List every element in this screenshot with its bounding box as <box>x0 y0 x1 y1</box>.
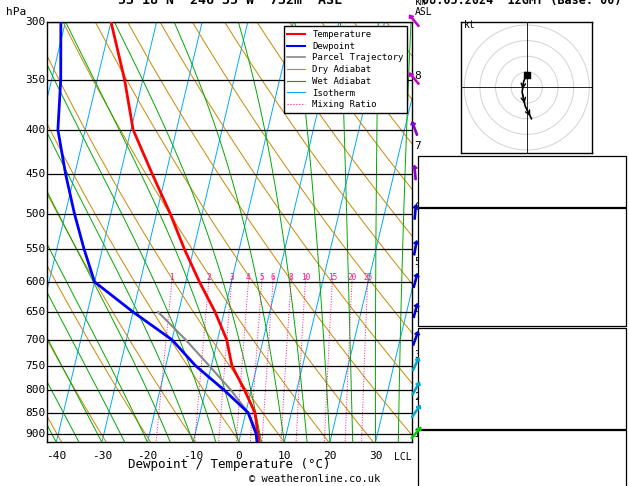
Text: 168: 168 <box>604 467 623 477</box>
Text: 20: 20 <box>323 451 337 461</box>
Text: 0: 0 <box>617 398 623 408</box>
Text: 15: 15 <box>328 273 337 282</box>
Text: kt: kt <box>464 20 476 30</box>
Text: CIN (J): CIN (J) <box>421 312 465 322</box>
Text: Totals Totals: Totals Totals <box>421 176 502 186</box>
Text: 650: 650 <box>604 348 623 358</box>
Text: © weatheronline.co.uk: © weatheronline.co.uk <box>249 473 380 484</box>
Text: 550: 550 <box>25 244 45 254</box>
Text: 1: 1 <box>414 429 421 439</box>
Text: 1: 1 <box>170 273 174 282</box>
Text: 300: 300 <box>25 17 45 27</box>
Text: 450: 450 <box>25 169 45 179</box>
Text: 0: 0 <box>617 414 623 424</box>
Text: 2: 2 <box>206 273 211 282</box>
Text: 900: 900 <box>25 429 45 439</box>
Text: 4: 4 <box>617 381 623 391</box>
Text: 25: 25 <box>363 273 372 282</box>
Legend: Temperature, Dewpoint, Parcel Trajectory, Dry Adiabat, Wet Adiabat, Isotherm, Mi: Temperature, Dewpoint, Parcel Trajectory… <box>284 26 408 113</box>
Text: 8: 8 <box>414 71 421 82</box>
Text: Lifted Index: Lifted Index <box>421 381 496 391</box>
Text: 317: 317 <box>604 364 623 375</box>
Text: 116: 116 <box>604 451 623 461</box>
Text: 08.05.2024  12GMT (Base: 00): 08.05.2024 12GMT (Base: 00) <box>422 0 622 7</box>
Text: -40: -40 <box>46 451 67 461</box>
Text: 30: 30 <box>369 451 382 461</box>
Text: SREH: SREH <box>421 467 446 477</box>
Text: 600: 600 <box>25 277 45 287</box>
Text: θₑ (K): θₑ (K) <box>421 364 459 375</box>
Text: 20: 20 <box>347 273 357 282</box>
Text: 27: 27 <box>611 176 623 186</box>
Text: CAPE (J): CAPE (J) <box>421 295 470 305</box>
Text: 800: 800 <box>25 385 45 395</box>
Text: Temp (°C): Temp (°C) <box>421 229 477 239</box>
Text: 0: 0 <box>235 451 242 461</box>
Text: Mixing Ratio (g/kg): Mixing Ratio (g/kg) <box>431 176 441 288</box>
Text: 3: 3 <box>414 350 421 361</box>
Text: PW (cm): PW (cm) <box>421 192 465 203</box>
Text: Hodograph: Hodograph <box>494 434 550 444</box>
Text: Lifted Index: Lifted Index <box>421 278 496 289</box>
Text: 1.97: 1.97 <box>598 192 623 203</box>
Text: km
ASL: km ASL <box>415 0 433 17</box>
Text: 3.4: 3.4 <box>604 245 623 256</box>
Text: 4: 4 <box>246 273 251 282</box>
Text: 174°: 174° <box>598 484 623 486</box>
Text: 2: 2 <box>414 392 421 402</box>
Text: 3.8: 3.8 <box>604 229 623 239</box>
Text: hPa: hPa <box>6 7 26 17</box>
Text: StmDir: StmDir <box>421 484 459 486</box>
Text: 0: 0 <box>617 295 623 305</box>
Text: -30: -30 <box>92 451 112 461</box>
Text: EH: EH <box>421 451 433 461</box>
Text: 500: 500 <box>25 208 45 219</box>
Text: Dewp (°C): Dewp (°C) <box>421 245 477 256</box>
Text: 700: 700 <box>25 335 45 345</box>
Text: Surface: Surface <box>500 212 544 223</box>
Text: 850: 850 <box>25 408 45 417</box>
Text: 350: 350 <box>25 75 45 85</box>
Text: K: K <box>421 159 427 170</box>
Text: 10: 10 <box>277 451 291 461</box>
Text: 8: 8 <box>289 273 293 282</box>
Text: Pressure (mb): Pressure (mb) <box>421 348 502 358</box>
Text: 750: 750 <box>25 361 45 371</box>
Text: -10: -10 <box>183 451 203 461</box>
Text: 18: 18 <box>611 278 623 289</box>
Text: 7: 7 <box>414 141 421 151</box>
Text: θₑ(K): θₑ(K) <box>421 262 452 272</box>
Text: 4: 4 <box>414 306 421 316</box>
Text: CIN (J): CIN (J) <box>421 414 465 424</box>
Text: 5: 5 <box>260 273 264 282</box>
Text: 13: 13 <box>611 159 623 170</box>
Text: 650: 650 <box>25 307 45 317</box>
Text: 3: 3 <box>230 273 234 282</box>
Text: LCL: LCL <box>394 452 412 462</box>
Text: 400: 400 <box>25 125 45 135</box>
Text: -20: -20 <box>137 451 158 461</box>
Text: 6: 6 <box>270 273 276 282</box>
Text: 53°18'N  246°35'W  732m  ASL: 53°18'N 246°35'W 732m ASL <box>118 0 342 7</box>
Text: 6: 6 <box>414 203 421 212</box>
Text: 0: 0 <box>617 312 623 322</box>
Text: 10: 10 <box>301 273 310 282</box>
Text: Most Unstable: Most Unstable <box>481 331 563 342</box>
Text: 5: 5 <box>414 257 421 267</box>
Text: Dewpoint / Temperature (°C): Dewpoint / Temperature (°C) <box>128 458 331 471</box>
Text: 297: 297 <box>604 262 623 272</box>
Text: CAPE (J): CAPE (J) <box>421 398 470 408</box>
